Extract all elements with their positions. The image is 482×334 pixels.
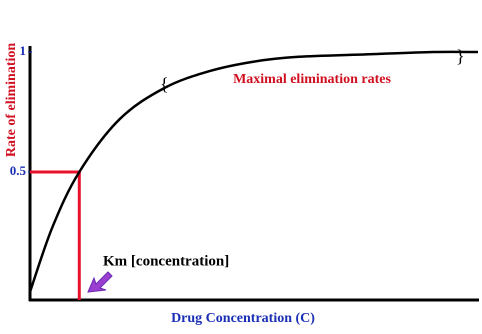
arrow [87,271,113,293]
y-tick-label: 0.5 [10,163,27,178]
brace: } [456,46,465,66]
y-axis-label: Rate of elimination [4,43,19,158]
annotation: Km [concentration] [103,253,229,269]
y-tick-label: 1 [20,43,27,58]
annotation: Maximal elimination rates [233,72,391,87]
curve [28,50,479,293]
brace: { [160,74,169,94]
x-axis-label: Drug Concentration (C) [171,311,315,326]
